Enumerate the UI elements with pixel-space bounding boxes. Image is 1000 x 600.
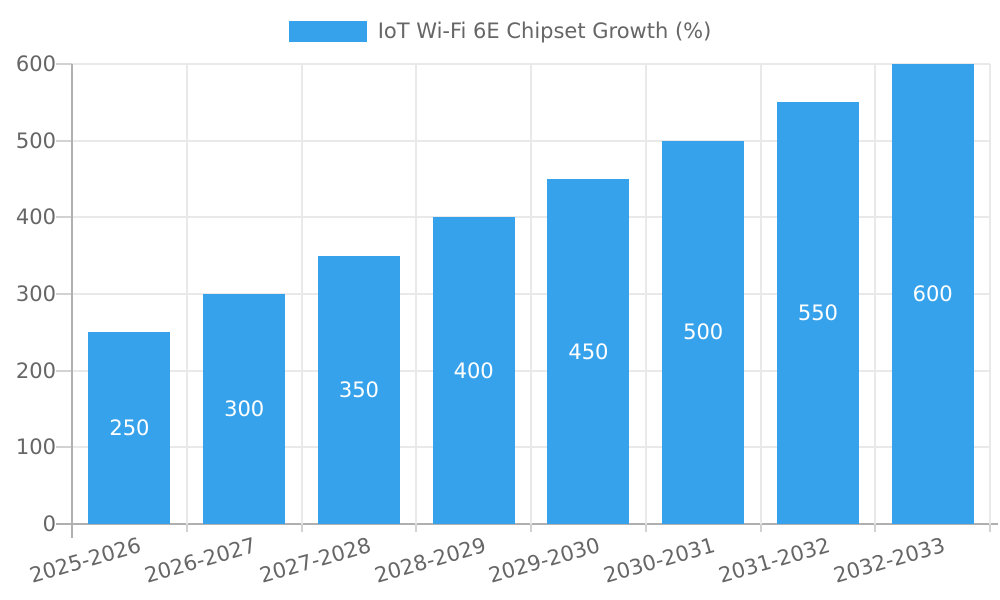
y-axis-line	[71, 64, 73, 538]
y-axis-tick-label: 0	[42, 512, 56, 536]
v-gridline	[874, 64, 877, 524]
v-gridline	[300, 64, 303, 524]
bar-value-label: 250	[109, 416, 150, 441]
bar-value-label: 500	[683, 320, 724, 345]
bar-value-label: 550	[797, 301, 838, 326]
bar-2032-2033[interactable]	[891, 64, 974, 524]
y-axis-tick-label: 100	[15, 435, 56, 460]
v-gridline	[530, 64, 532, 524]
v-gridline	[989, 64, 991, 524]
y-tick-mark	[56, 293, 72, 295]
y-axis-tick-label: 600	[15, 52, 56, 76]
x-tick-mark	[300, 524, 303, 532]
y-tick-mark	[56, 63, 72, 65]
v-gridline	[644, 64, 647, 524]
y-axis-tick-label: 300	[15, 282, 56, 306]
bar-2029-2030[interactable]	[547, 179, 630, 524]
bar-2030-2031[interactable]	[662, 140, 745, 524]
chart-legend-item[interactable]: IoT Wi-Fi 6E Chipset Growth (%)	[0, 19, 1000, 43]
legend-label: IoT Wi-Fi 6E Chipset Growth (%)	[377, 19, 712, 43]
x-tick-mark	[759, 524, 762, 532]
y-tick-mark	[56, 369, 72, 372]
y-tick-mark	[56, 139, 72, 142]
v-gridline	[415, 64, 418, 524]
y-tick-mark	[56, 216, 72, 219]
legend-swatch	[288, 20, 367, 42]
bar-2025-2026[interactable]	[88, 332, 171, 524]
bar-value-label: 350	[338, 377, 379, 402]
x-tick-mark	[185, 524, 188, 532]
y-axis-tick-label: 400	[15, 205, 56, 230]
bar-2031-2032[interactable]	[776, 102, 859, 524]
y-axis-tick-label: 500	[15, 128, 56, 153]
x-tick-mark	[415, 524, 418, 532]
x-axis-line	[56, 523, 998, 525]
x-tick-mark	[644, 524, 647, 532]
bar-value-label: 400	[453, 358, 494, 383]
bar-2027-2028[interactable]	[317, 255, 400, 524]
x-tick-mark	[989, 524, 991, 532]
bar-value-label: 600	[912, 282, 953, 306]
v-gridline	[759, 64, 762, 524]
bar-value-label: 300	[224, 397, 265, 421]
bar-2026-2027[interactable]	[203, 294, 286, 524]
y-tick-mark	[56, 446, 72, 449]
y-axis-tick-label: 200	[15, 358, 56, 383]
x-tick-mark	[530, 524, 532, 532]
x-tick-mark	[874, 524, 877, 532]
v-gridline	[185, 64, 188, 524]
bar-2028-2029[interactable]	[432, 217, 515, 524]
bar-value-label: 450	[568, 339, 609, 364]
